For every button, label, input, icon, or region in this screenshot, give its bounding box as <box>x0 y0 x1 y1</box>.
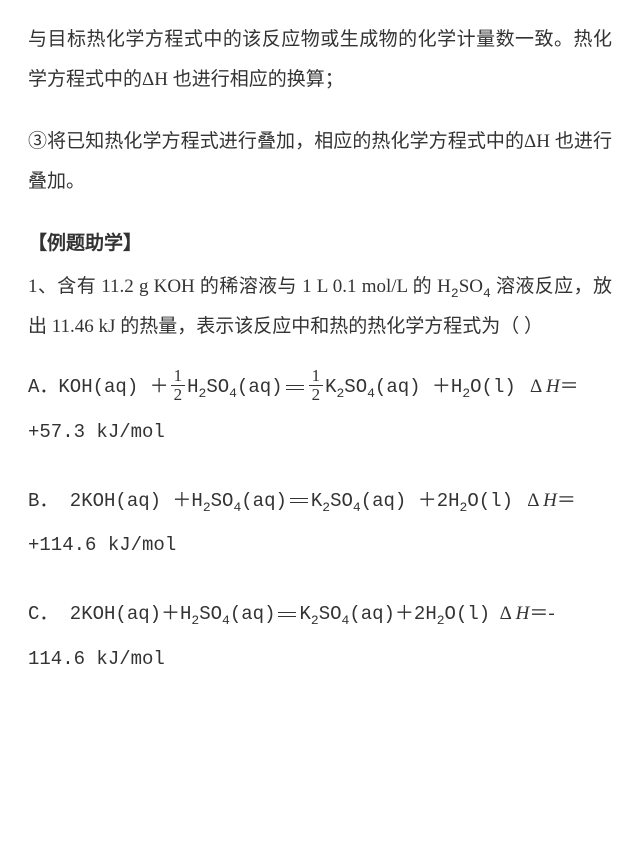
frac-den2: 2 <box>309 386 324 405</box>
paragraph-2: ③将已知热化学方程式进行叠加，相应的热化学方程式中的ΔH 也进行叠加。 <box>28 122 612 202</box>
optB-dh-h: H <box>543 490 557 511</box>
equals-arrow-icon <box>286 387 304 389</box>
optA-dh-delta: Δ <box>530 376 541 397</box>
section-title: 【例题助学】 <box>28 224 612 264</box>
equals-arrow-icon-c <box>278 614 296 616</box>
frac-num: 1 <box>171 367 186 387</box>
optA-prefix: A．KOH(aq) ＋ <box>28 376 169 398</box>
sub-4d: 4 <box>353 499 361 514</box>
optB-so4b: SO <box>330 490 353 512</box>
option-c: C． 2KOH(aq)＋H2SO4(aq)K2SO4(aq)＋2H2O(l) Δ… <box>28 592 612 681</box>
optC-so4: SO <box>199 603 222 625</box>
sub-4e: 4 <box>222 613 230 628</box>
option-a: A．KOH(aq) ＋12H2SO4(aq)12K2SO4(aq) ＋H2O(l… <box>28 365 612 454</box>
fraction-half-1: 12 <box>171 367 186 405</box>
optA-aq2: (aq) ＋H <box>375 376 462 398</box>
frac-num2: 1 <box>309 367 324 387</box>
optB-dh-val: +114.6 kJ/mol <box>28 534 176 556</box>
optB-so4: SO <box>211 490 234 512</box>
optA-so4b: SO <box>344 376 367 398</box>
optB-aq1: (aq) <box>241 490 287 512</box>
optA-k2: K <box>325 376 336 398</box>
optB-prefix: B． 2KOH(aq) ＋H <box>28 490 203 512</box>
optC-k2: K <box>299 603 310 625</box>
sub-2h: 2 <box>311 613 319 628</box>
optA-dh-eq: ＝ <box>560 376 579 397</box>
optC-dh-eq: ＝- <box>529 603 554 624</box>
optB-o: O(l) <box>467 490 513 512</box>
sub-4b: 4 <box>367 386 375 401</box>
optC-aq1: (aq) <box>230 603 276 625</box>
sub-2: 2 <box>451 286 459 301</box>
sub-2i: 2 <box>437 613 445 628</box>
optC-dh-h: H <box>516 603 530 624</box>
paragraph-1: 与目标热化学方程式中的该反应物或生成物的化学计量数一致。热化学方程式中的ΔH 也… <box>28 20 612 100</box>
optC-prefix: C． 2KOH(aq)＋H <box>28 603 191 625</box>
optA-o: O(l) <box>470 376 516 398</box>
optB-dh-delta: Δ <box>527 490 538 511</box>
q1-text-a: 1、含有 11.2 g KOH 的稀溶液与 1 L 0.1 mol/L 的 H <box>28 276 451 297</box>
question-1: 1、含有 11.2 g KOH 的稀溶液与 1 L 0.1 mol/L 的 H2… <box>28 267 612 347</box>
optC-o: O(l) <box>445 603 491 625</box>
option-b: B． 2KOH(aq) ＋H2SO4(aq)K2SO4(aq) ＋2H2O(l)… <box>28 479 612 568</box>
optC-so4b: SO <box>319 603 342 625</box>
sub-2e: 2 <box>322 499 330 514</box>
equals-arrow-icon-b <box>290 500 308 502</box>
frac-den: 2 <box>171 386 186 405</box>
optC-dh-delta: Δ <box>500 603 511 624</box>
sub-4: 4 <box>483 286 491 301</box>
fraction-half-2: 12 <box>309 367 324 405</box>
optB-dh-eq: ＝ <box>557 490 576 511</box>
sub-4a: 4 <box>229 386 237 401</box>
optC-dh-val: 114.6 kJ/mol <box>28 648 165 670</box>
optC-aq2: (aq)＋2H <box>349 603 436 625</box>
optA-dh-val: +57.3 kJ/mol <box>28 421 165 443</box>
sub-2d: 2 <box>203 499 211 514</box>
sub-2c: 2 <box>462 386 470 401</box>
optA-h: H <box>187 376 198 398</box>
optA-dh-h: H <box>546 376 560 397</box>
optA-so4: SO <box>206 376 229 398</box>
optB-aq2: (aq) ＋2H <box>361 490 460 512</box>
optA-aq1: (aq) <box>237 376 283 398</box>
q1-so4: SO <box>459 276 483 297</box>
optB-k2: K <box>311 490 322 512</box>
